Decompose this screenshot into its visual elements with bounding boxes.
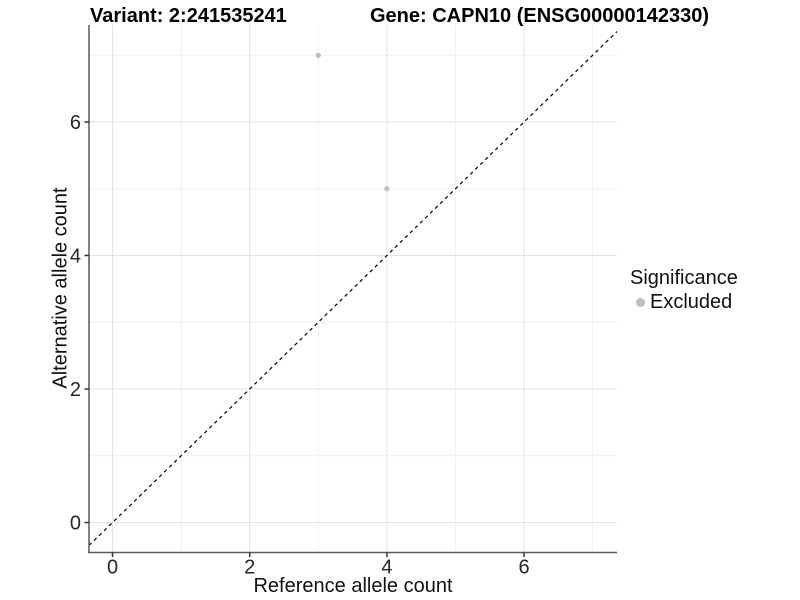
- y-tick-label: 0: [70, 513, 81, 535]
- x-tick-label: 6: [518, 557, 529, 579]
- variant-title: Variant: 2:241535241: [90, 5, 287, 27]
- legend-item-excluded: Excluded: [630, 291, 738, 314]
- legend-item-label: Excluded: [650, 291, 733, 313]
- x-axis-title: Reference allele count: [253, 575, 453, 597]
- x-tick-label: 4: [381, 557, 392, 579]
- identity-dashed-line: [88, 31, 618, 546]
- y-tick-label: 2: [70, 379, 81, 401]
- legend: Significance Excluded: [630, 267, 738, 314]
- data-point: [315, 52, 321, 58]
- gene-title: Gene: CAPN10 (ENSG00000142330): [370, 5, 710, 27]
- y-tick-label: 4: [70, 246, 81, 268]
- x-tick-label: 2: [244, 557, 255, 579]
- y-axis-title: Alternative allele count: [49, 187, 72, 389]
- x-tick-label: 0: [107, 557, 118, 579]
- legend-title: Significance: [630, 267, 738, 289]
- y-tick-label: 6: [70, 112, 81, 134]
- data-point: [384, 186, 390, 192]
- excluded-point-icon: [636, 298, 645, 307]
